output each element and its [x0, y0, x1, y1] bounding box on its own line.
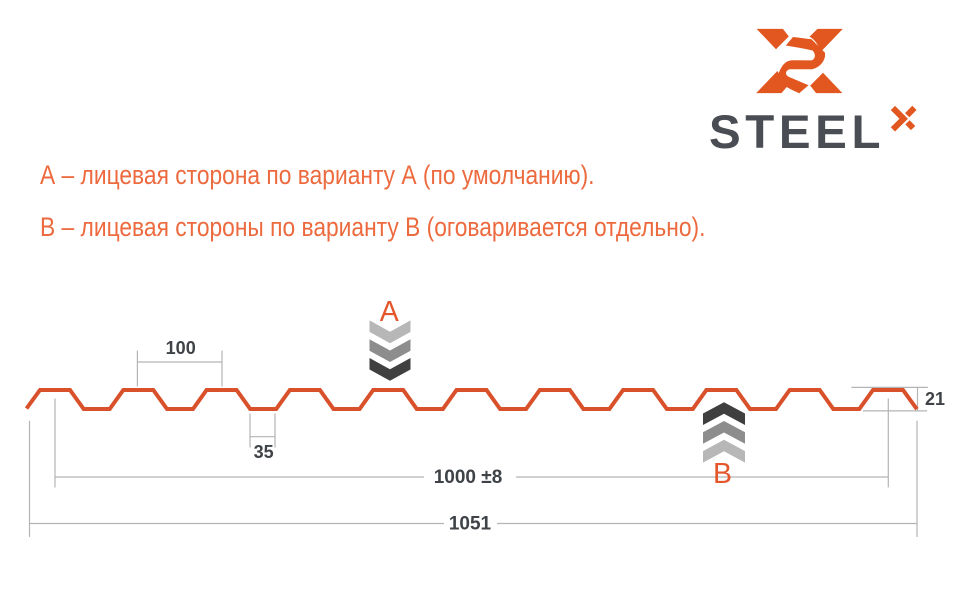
svg-text:35: 35 — [254, 442, 274, 462]
svg-text:21: 21 — [925, 389, 945, 409]
svg-text:100: 100 — [166, 338, 196, 358]
svg-text:STEEL: STEEL — [709, 106, 885, 159]
svg-text:В: В — [713, 458, 732, 490]
svg-text:А: А — [380, 296, 399, 328]
svg-text:1000 ±8: 1000 ±8 — [434, 467, 503, 488]
svg-text:1051: 1051 — [449, 514, 492, 535]
